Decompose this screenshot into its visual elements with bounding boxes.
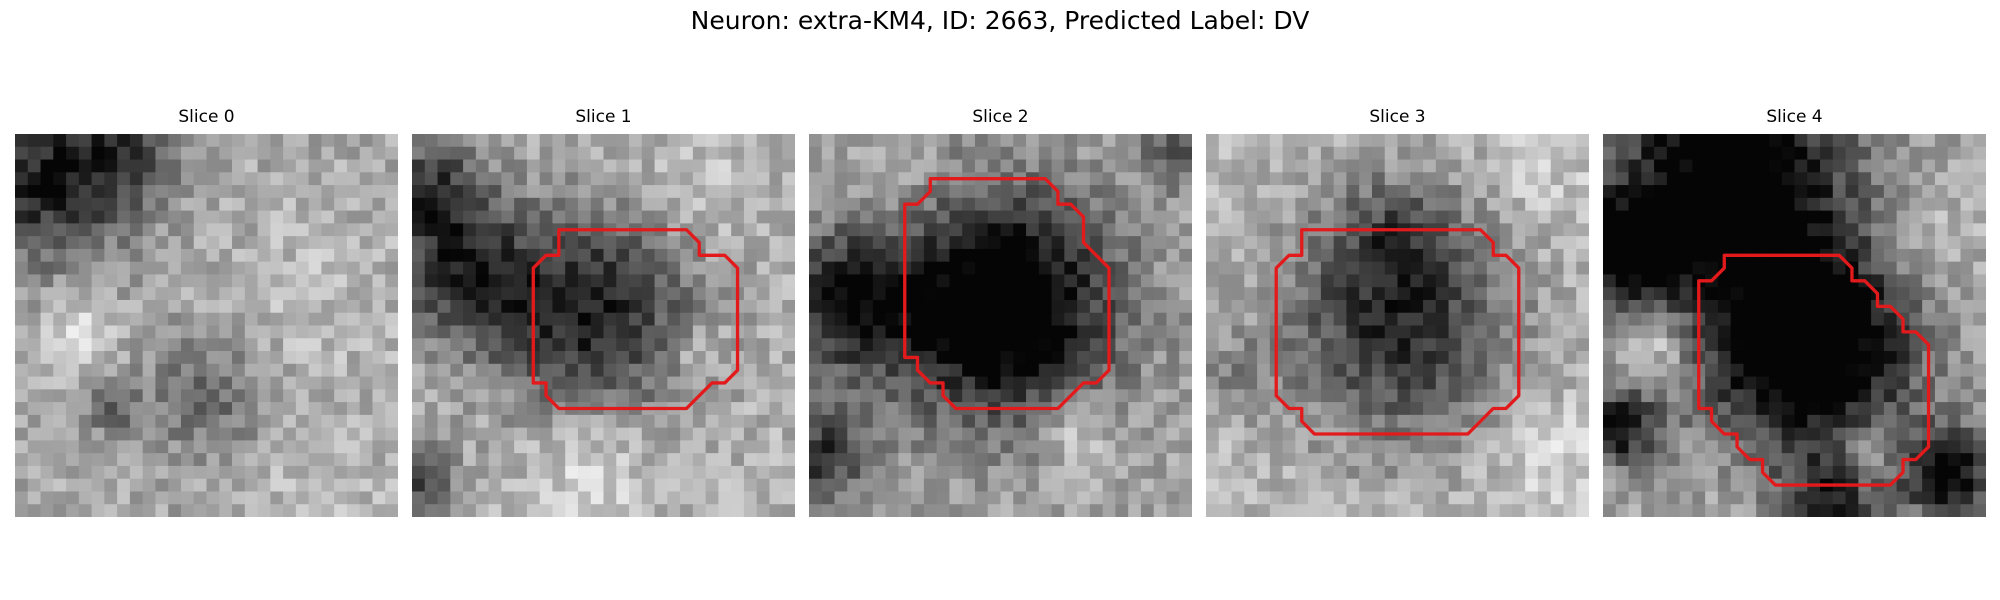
slice-image-0 [15, 134, 398, 517]
slice-panel-0: Slice 0 [15, 104, 398, 517]
figure-title: Neuron: extra-KM4, ID: 2663, Predicted L… [690, 6, 1310, 35]
slice-image-2 [809, 134, 1192, 517]
roi-contour [531, 228, 740, 411]
slice-image-4 [1603, 134, 1986, 517]
roi-contour [1274, 228, 1521, 436]
slice-title-2: Slice 2 [972, 107, 1029, 127]
slice-title-0: Slice 0 [178, 107, 235, 127]
roi-contour [903, 177, 1111, 411]
slice-title-3: Slice 3 [1369, 107, 1426, 127]
roi-contour [1697, 253, 1931, 487]
slice-image-1 [412, 134, 795, 517]
slice-title-4: Slice 4 [1766, 107, 1823, 127]
slice-panel-1: Slice 1 [412, 104, 795, 517]
slice-panel-4: Slice 4 [1603, 104, 1986, 517]
slice-panel-3: Slice 3 [1206, 104, 1589, 517]
slice-image-3 [1206, 134, 1589, 517]
slice-title-1: Slice 1 [575, 107, 632, 127]
slice-panel-2: Slice 2 [809, 104, 1192, 517]
